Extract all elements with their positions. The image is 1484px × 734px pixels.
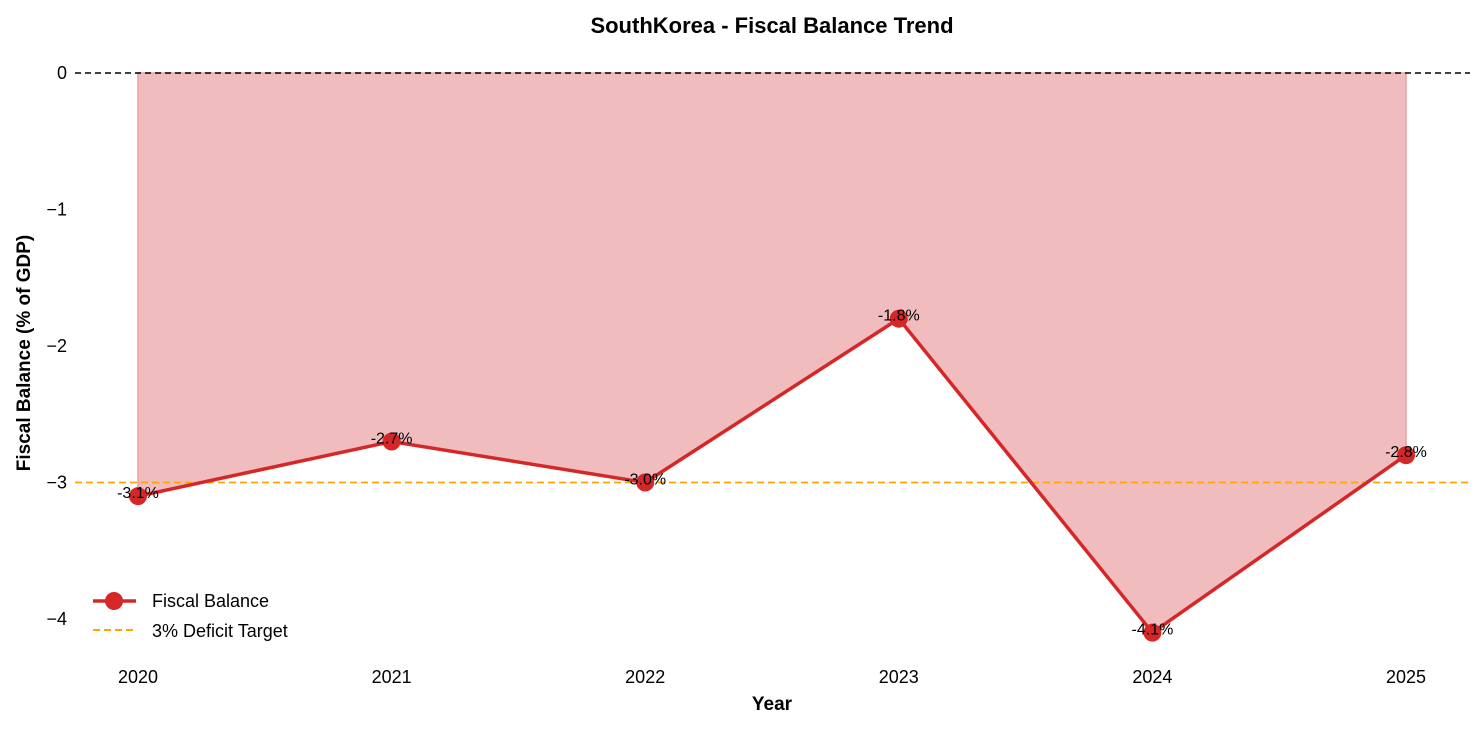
- y-tick-label: −3: [46, 473, 67, 493]
- y-tick-label: −1: [46, 200, 67, 220]
- x-tick-label: 2025: [1386, 667, 1426, 687]
- x-axis-ticks: 2020 2021 2022 2023 2024 2025: [118, 667, 1426, 687]
- data-label: -4.1%: [1132, 622, 1174, 639]
- legend-label-fiscal-balance: Fiscal Balance: [152, 591, 269, 611]
- x-tick-label: 2020: [118, 667, 158, 687]
- data-point: [1143, 623, 1162, 642]
- reference-lines: [75, 72, 1470, 484]
- data-point: [1397, 446, 1415, 465]
- y-axis-label: Fiscal Balance (% of GDP): [14, 235, 35, 472]
- deficit-area: [137, 72, 1407, 634]
- x-tick-label: 2023: [879, 667, 919, 687]
- chart-title: SouthKorea - Fiscal Balance Trend: [590, 13, 953, 38]
- data-label: -1.8%: [878, 308, 920, 325]
- fiscal-balance-line: [129, 309, 1415, 642]
- data-label: -3.0%: [624, 472, 666, 489]
- data-point: [129, 487, 147, 506]
- legend-marker-icon: [105, 592, 123, 610]
- y-axis-ticks: 0 −1 −2 −3 −4: [46, 63, 67, 629]
- y-tick-label: 0: [57, 63, 67, 83]
- data-label: -2.7%: [371, 431, 413, 448]
- data-point: [382, 432, 401, 451]
- data-point: [889, 309, 908, 328]
- y-tick-label: −2: [46, 336, 67, 356]
- data-label: -3.1%: [117, 485, 159, 502]
- x-tick-label: 2024: [1132, 667, 1172, 687]
- y-tick-label: −4: [46, 609, 67, 629]
- legend: Fiscal Balance 3% Deficit Target: [93, 591, 288, 641]
- data-labels: -3.1% -2.7% -3.0% -1.8% -4.1% -2.8%: [117, 308, 1427, 639]
- x-tick-label: 2021: [372, 667, 412, 687]
- x-axis-label: Year: [752, 694, 793, 715]
- legend-label-deficit-target: 3% Deficit Target: [152, 621, 288, 641]
- x-tick-label: 2022: [625, 667, 665, 687]
- data-point: [636, 473, 655, 492]
- data-label: -2.8%: [1385, 444, 1427, 461]
